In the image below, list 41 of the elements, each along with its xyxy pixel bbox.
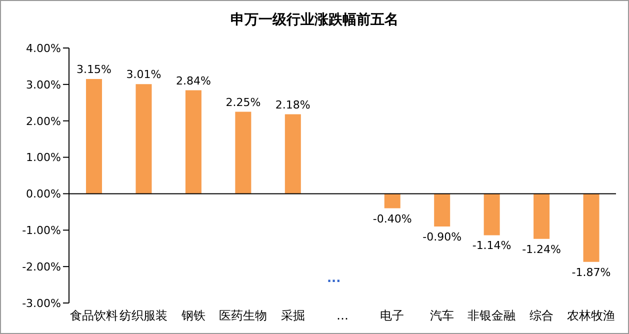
- data-label: 2.25%: [226, 96, 261, 109]
- bar: [136, 84, 152, 194]
- bar: [583, 194, 600, 262]
- x-tick-label: 汽车: [430, 308, 454, 323]
- y-tick-label: -1.00%: [22, 224, 61, 238]
- bar: [185, 90, 202, 194]
- data-label: -0.90%: [422, 230, 462, 244]
- x-tick-label: 钢铁: [180, 308, 206, 323]
- bar: [434, 194, 450, 226]
- annotation: ...: [327, 271, 341, 285]
- y-tick-label: 3.00%: [26, 78, 61, 92]
- data-label: -0.40%: [372, 212, 412, 226]
- y-tick-label: 0.00%: [26, 188, 61, 201]
- x-tick-label: 食品饮料: [70, 308, 118, 323]
- data-label: -1.24%: [522, 242, 562, 256]
- bar: [235, 112, 252, 194]
- x-tick-label: …: [336, 308, 348, 323]
- y-tick-label: -2.00%: [22, 260, 61, 274]
- x-tick-label: 综合: [529, 308, 554, 323]
- y-tick-label: -3.00%: [22, 296, 61, 310]
- bar: [484, 194, 500, 236]
- data-label: -1.14%: [472, 239, 512, 252]
- data-label: 3.15%: [76, 62, 112, 76]
- y-tick-label: 4.00%: [26, 42, 61, 55]
- x-tick-label: 非银金融: [468, 308, 516, 323]
- bar: [86, 78, 102, 194]
- chart-title: 申万一级行业涨跌幅前五名: [230, 11, 400, 29]
- x-tick-label: 医药生物: [219, 308, 268, 323]
- bar: [284, 114, 301, 194]
- data-label: 2.18%: [275, 98, 310, 112]
- bar: [534, 194, 550, 239]
- x-tick-label: 电子: [380, 308, 404, 323]
- y-tick-label: 1.00%: [26, 151, 61, 164]
- data-label: 3.01%: [126, 68, 162, 82]
- y-tick-label: 2.00%: [26, 114, 61, 128]
- bar: [384, 194, 400, 208]
- x-tick-label: 纺织服装: [120, 308, 168, 323]
- data-label: -1.87%: [572, 266, 611, 279]
- x-tick-label: 采掘: [280, 308, 305, 323]
- x-tick-label: 农林牧渔: [567, 308, 616, 323]
- data-label: 2.84%: [176, 74, 211, 88]
